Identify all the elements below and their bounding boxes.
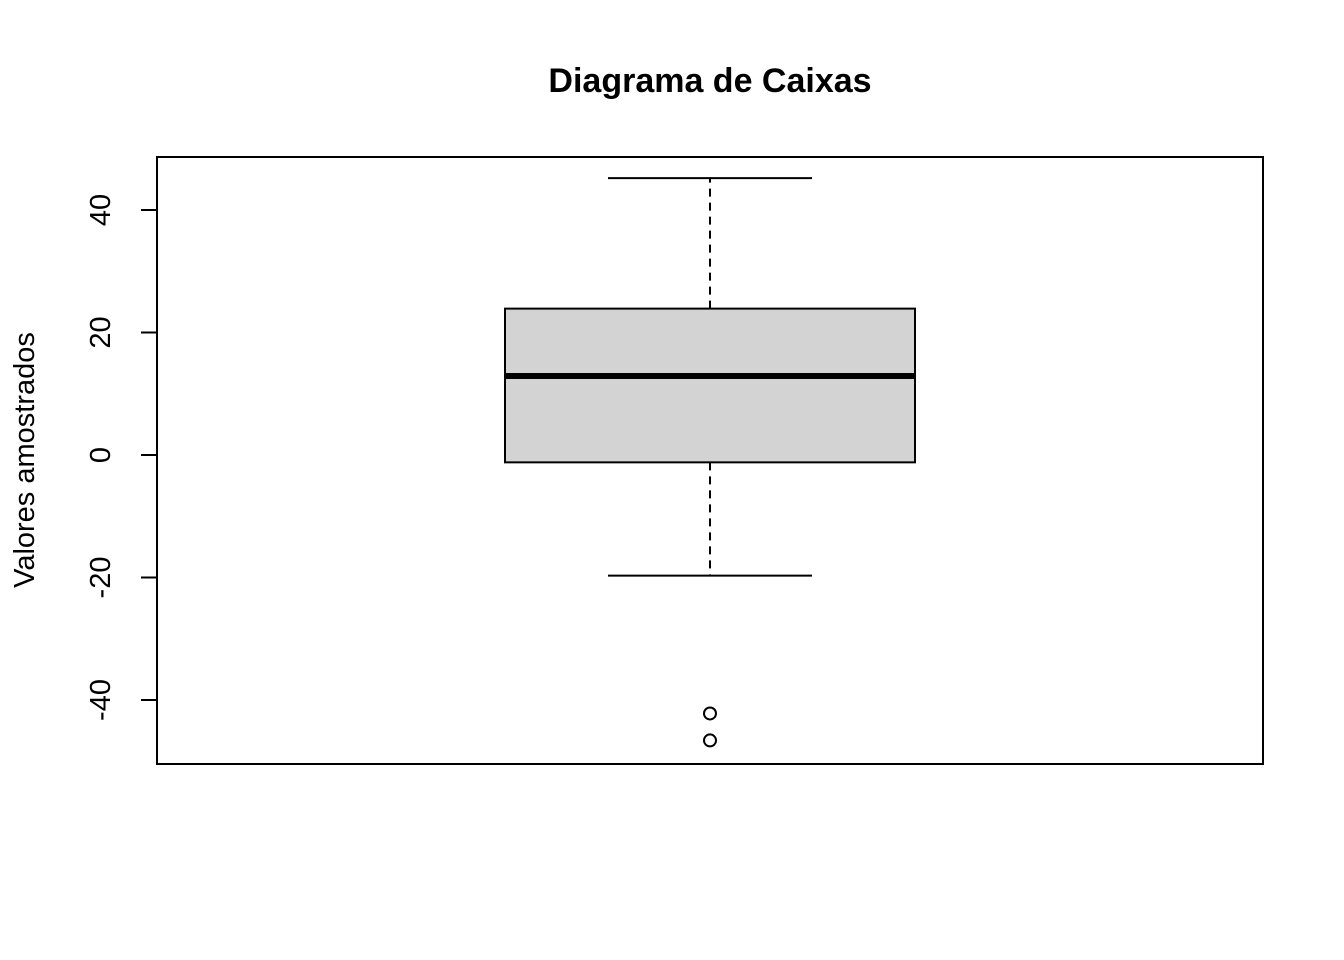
chart-title: Diagrama de Caixas — [548, 62, 871, 100]
box-plot — [504, 177, 916, 748]
y-tick-label: -40 — [85, 679, 117, 721]
y-tick-label: 20 — [85, 316, 117, 348]
y-axis: -40 -20 0 20 40 — [85, 194, 158, 721]
outlier-point — [703, 733, 717, 748]
y-tick-label: -20 — [85, 557, 117, 599]
y-tick-label: 40 — [85, 194, 117, 226]
y-axis-label: Valores amostrados — [9, 332, 41, 588]
y-tick-label: 0 — [85, 447, 117, 463]
outlier-point — [703, 706, 717, 721]
interquartile-box — [504, 307, 916, 464]
